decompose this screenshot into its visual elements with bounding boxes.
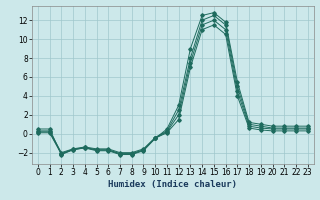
X-axis label: Humidex (Indice chaleur): Humidex (Indice chaleur): [108, 180, 237, 189]
